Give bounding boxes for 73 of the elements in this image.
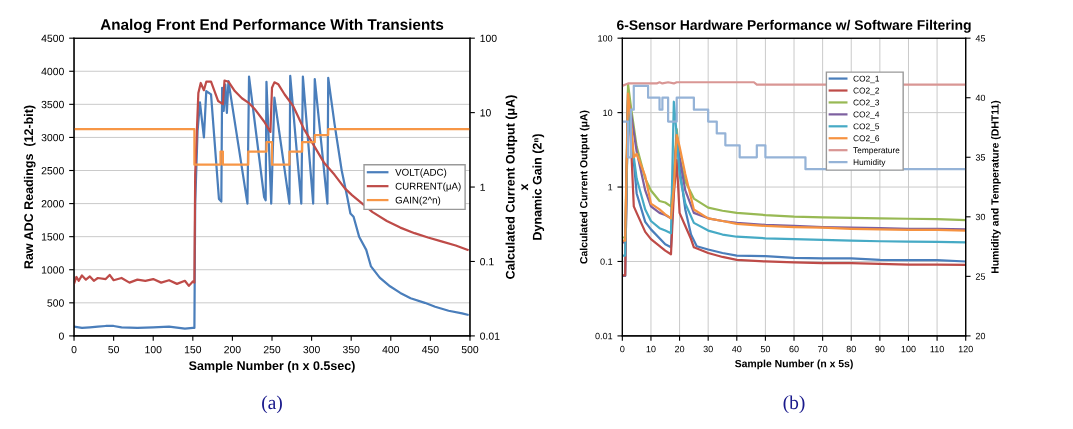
x-tick-label: 400 (382, 345, 400, 354)
y2-tick-label: 0.01 (480, 332, 500, 340)
legend-label: Humidity (853, 159, 886, 167)
y-tick-label: 2000 (41, 200, 64, 208)
y2-tick-label: 40 (975, 94, 986, 102)
legend-label: CURRENT(μA) (395, 182, 461, 192)
x-tick-label: 350 (342, 345, 360, 354)
x-tick-label: 200 (224, 345, 241, 354)
x-tick-label: 150 (184, 345, 202, 354)
y2-tick-label: 10 (480, 109, 491, 117)
x-axis-title: Sample Number (n x 0.5sec) (189, 360, 355, 373)
x-axis-title: Sample Number (n x 5s) (734, 359, 853, 370)
legend-label: Temperature (853, 147, 900, 155)
y-tick-label: 0 (58, 332, 64, 340)
y-tick-label: 10 (603, 109, 613, 116)
x-tick-label: 120 (958, 345, 973, 353)
y-tick-label: 100 (598, 35, 613, 42)
y2-tick-label: 20 (975, 332, 986, 340)
text: (a) (262, 395, 282, 414)
line-series (74, 74, 469, 330)
y2-tick-label: 35 (975, 154, 986, 161)
chart-title: Analog Front End Performance With Transients (100, 18, 444, 34)
x-tick-label: 250 (263, 345, 281, 354)
text: (b) (783, 395, 805, 414)
y2-tick-label: 45 (975, 35, 986, 42)
y-tick-label: 0.1 (600, 258, 613, 265)
x-tick-label: 20 (675, 345, 685, 353)
y2-tick-label: 1 (480, 183, 485, 191)
legend-label: CO2_2 (853, 87, 880, 96)
legend-label: CO2_4 (853, 111, 880, 119)
y-tick-label: 4500 (41, 34, 64, 43)
x-tick-label: 100 (145, 345, 162, 354)
x-tick-label: 10 (646, 345, 656, 353)
x-tick-label: 90 (875, 345, 885, 353)
y-axis-title: Calculated Current Output (μA) (579, 110, 590, 264)
x-tick-label: 500 (461, 345, 479, 354)
y-tick-label: 3000 (41, 133, 64, 142)
x-tick-label: 110 (930, 345, 944, 353)
y-tick-label: 4000 (41, 67, 64, 76)
y2-tick-label: 0.1 (480, 257, 494, 266)
y-tick-label: 500 (47, 299, 64, 307)
x-tick-label: 300 (303, 345, 320, 354)
legend-label: VOLT(ADC) (395, 168, 447, 178)
legend-label: GAIN(2^n) (395, 196, 441, 206)
y2-tick-label: 30 (975, 213, 986, 221)
y-tick-label: 0.01 (595, 332, 613, 340)
chart-title: 6-Sensor Hardware Performance w/ Software Filtering (617, 19, 971, 33)
line-series (74, 79, 469, 287)
x-tick-label: 80 (846, 345, 856, 353)
y-axis-title: Raw ADC Readings (12-bit) (23, 105, 36, 269)
y-tick-label: 1 (608, 184, 613, 191)
y2-tick-label: 25 (975, 273, 986, 280)
legend-label: CO2_6 (853, 135, 880, 143)
y2-axis-title: Calculated Current Output (μA) x Dynamic Gain (2ⁿ) (505, 95, 545, 279)
y-tick-label: 3500 (41, 100, 64, 109)
y-tick-label: 1000 (41, 266, 64, 274)
y-tick-label: 1500 (41, 233, 64, 241)
x-tick-label: 50 (760, 345, 771, 353)
legend-label: CO2_1 (853, 75, 880, 84)
x-tick-label: 100 (901, 345, 916, 353)
x-tick-label: 30 (703, 345, 713, 353)
x-tick-label: 40 (731, 345, 742, 353)
x-tick-label: 0 (71, 345, 77, 354)
x-tick-label: 70 (818, 345, 828, 353)
y2-tick-label: 100 (480, 34, 497, 43)
legend-label: CO2_5 (853, 123, 880, 131)
y2-axis-title: Humidity and Temperature (DHT11) (991, 100, 1001, 274)
legend-label: CO2_3 (853, 99, 880, 108)
x-tick-label: 450 (421, 345, 439, 354)
x-tick-label: 50 (108, 345, 120, 354)
x-tick-label: 60 (789, 345, 799, 353)
x-tick-label: 0 (620, 345, 625, 353)
y-tick-label: 2500 (41, 167, 64, 175)
